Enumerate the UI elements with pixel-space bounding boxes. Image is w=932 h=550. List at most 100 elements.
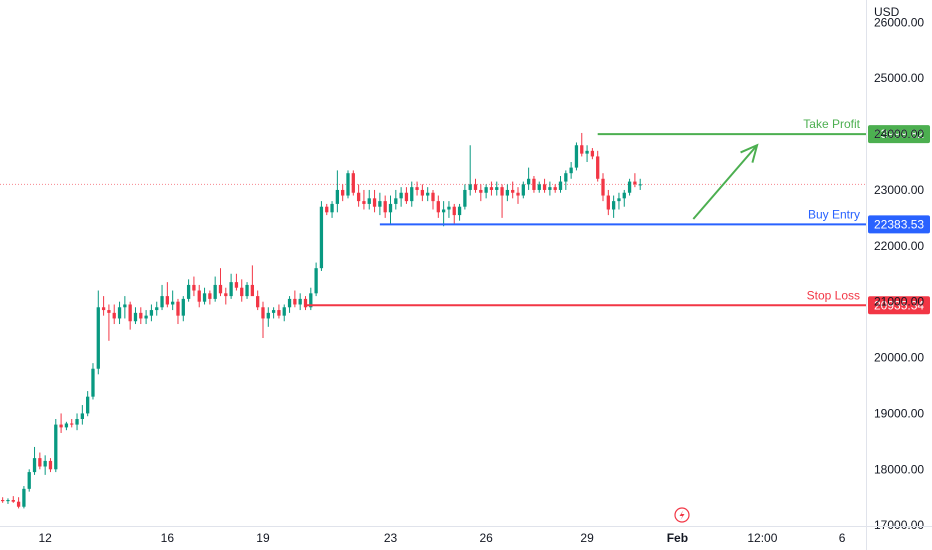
candle-body xyxy=(54,424,58,470)
candle xyxy=(500,184,504,218)
candle xyxy=(569,162,573,179)
candle-body xyxy=(128,304,132,322)
level-stop-loss[interactable]: Stop Loss 20935.34 xyxy=(305,288,930,315)
candle xyxy=(473,178,478,193)
trade-levels: Take Profit 23999.82 Buy Entry 22383.53 Stop… xyxy=(305,117,930,315)
plot-area[interactable] xyxy=(0,132,866,509)
candle-body xyxy=(404,192,409,202)
candle xyxy=(325,203,329,216)
candle xyxy=(548,181,552,196)
candle xyxy=(516,187,520,204)
candle xyxy=(32,446,37,475)
candle-body xyxy=(457,206,462,216)
logo-bolt xyxy=(679,510,685,520)
candle xyxy=(505,184,510,202)
candle-body xyxy=(580,145,584,154)
candle-body xyxy=(601,178,605,196)
candle-body xyxy=(436,201,440,213)
level-take-profit[interactable]: Take Profit 23999.82 xyxy=(597,117,930,144)
candle-body xyxy=(229,282,233,297)
candle xyxy=(277,304,281,319)
candle-body xyxy=(319,206,324,269)
candle xyxy=(553,184,557,193)
candle-body xyxy=(574,145,579,168)
candle xyxy=(309,287,313,311)
logo-ring xyxy=(674,507,690,523)
candle-body xyxy=(553,187,557,190)
candle xyxy=(564,170,568,190)
candle xyxy=(6,498,10,504)
candle-body xyxy=(314,268,318,294)
candle xyxy=(1,497,5,503)
candle xyxy=(511,181,515,199)
time-tick-label: 29 xyxy=(580,531,594,545)
candle-body xyxy=(186,284,191,299)
candle-body xyxy=(356,192,361,202)
candle xyxy=(27,469,31,492)
candle xyxy=(293,290,297,308)
target-arrow[interactable] xyxy=(692,143,759,220)
candle xyxy=(431,189,435,210)
candle xyxy=(22,486,26,509)
candle xyxy=(526,167,531,190)
candle-body xyxy=(394,198,398,204)
candle xyxy=(521,181,525,199)
candle xyxy=(489,181,494,196)
candle xyxy=(356,184,361,207)
candle-body xyxy=(558,181,563,190)
candle-body xyxy=(511,189,515,193)
candle xyxy=(537,181,541,193)
candle-body xyxy=(298,298,302,305)
candle-body xyxy=(569,167,573,174)
time-tick-label: 12:00 xyxy=(747,531,777,545)
candle-body xyxy=(165,296,170,305)
price-tick-label: 17000.00 xyxy=(874,518,924,532)
candle xyxy=(75,413,79,431)
candle-body xyxy=(479,189,483,193)
candle xyxy=(303,296,308,311)
candle xyxy=(542,178,547,193)
time-scale[interactable]: 12 16 19 23 26 29 Feb 12:00 6 xyxy=(0,526,932,546)
time-tick-label: 16 xyxy=(161,531,175,545)
currency-label: USD xyxy=(874,5,900,19)
candle-body xyxy=(542,184,547,190)
candle-body xyxy=(388,203,393,213)
candle-body xyxy=(192,284,196,291)
candle-body xyxy=(256,296,260,308)
candle-body xyxy=(415,187,419,190)
candle xyxy=(43,455,47,475)
candle xyxy=(192,276,196,297)
candle-body xyxy=(622,192,626,199)
candle xyxy=(261,301,265,339)
candle xyxy=(101,296,106,316)
candle-body xyxy=(133,312,138,322)
candle xyxy=(234,273,239,291)
candle-body xyxy=(43,460,47,467)
candle xyxy=(213,276,217,302)
candle xyxy=(601,173,605,202)
candle-body xyxy=(463,189,467,207)
candle-body xyxy=(420,189,425,196)
price-tick-label: 20000.00 xyxy=(874,351,924,365)
candle xyxy=(197,284,201,308)
level-price-value: 22383.53 xyxy=(874,217,924,231)
candle xyxy=(622,189,626,207)
level-buy-entry[interactable]: Buy Entry 22383.53 xyxy=(379,207,930,234)
candle-body xyxy=(224,293,228,297)
candle xyxy=(208,290,212,305)
tradingview-logo-icon[interactable] xyxy=(674,507,690,523)
candle xyxy=(447,201,451,218)
candle-body xyxy=(468,184,472,190)
candle-body xyxy=(38,458,42,467)
candle-body xyxy=(6,500,10,502)
candle-body xyxy=(335,189,340,204)
candle xyxy=(532,175,536,193)
candle-body xyxy=(75,419,79,425)
candle xyxy=(218,268,223,297)
candle-body xyxy=(22,488,26,507)
candle xyxy=(585,145,589,163)
level-price-value: 20935.34 xyxy=(874,298,924,312)
arrow-head xyxy=(740,143,759,163)
price-scale[interactable]: USD 26000.00 25000.00 24000.00 23000.00 2200… xyxy=(866,0,925,550)
